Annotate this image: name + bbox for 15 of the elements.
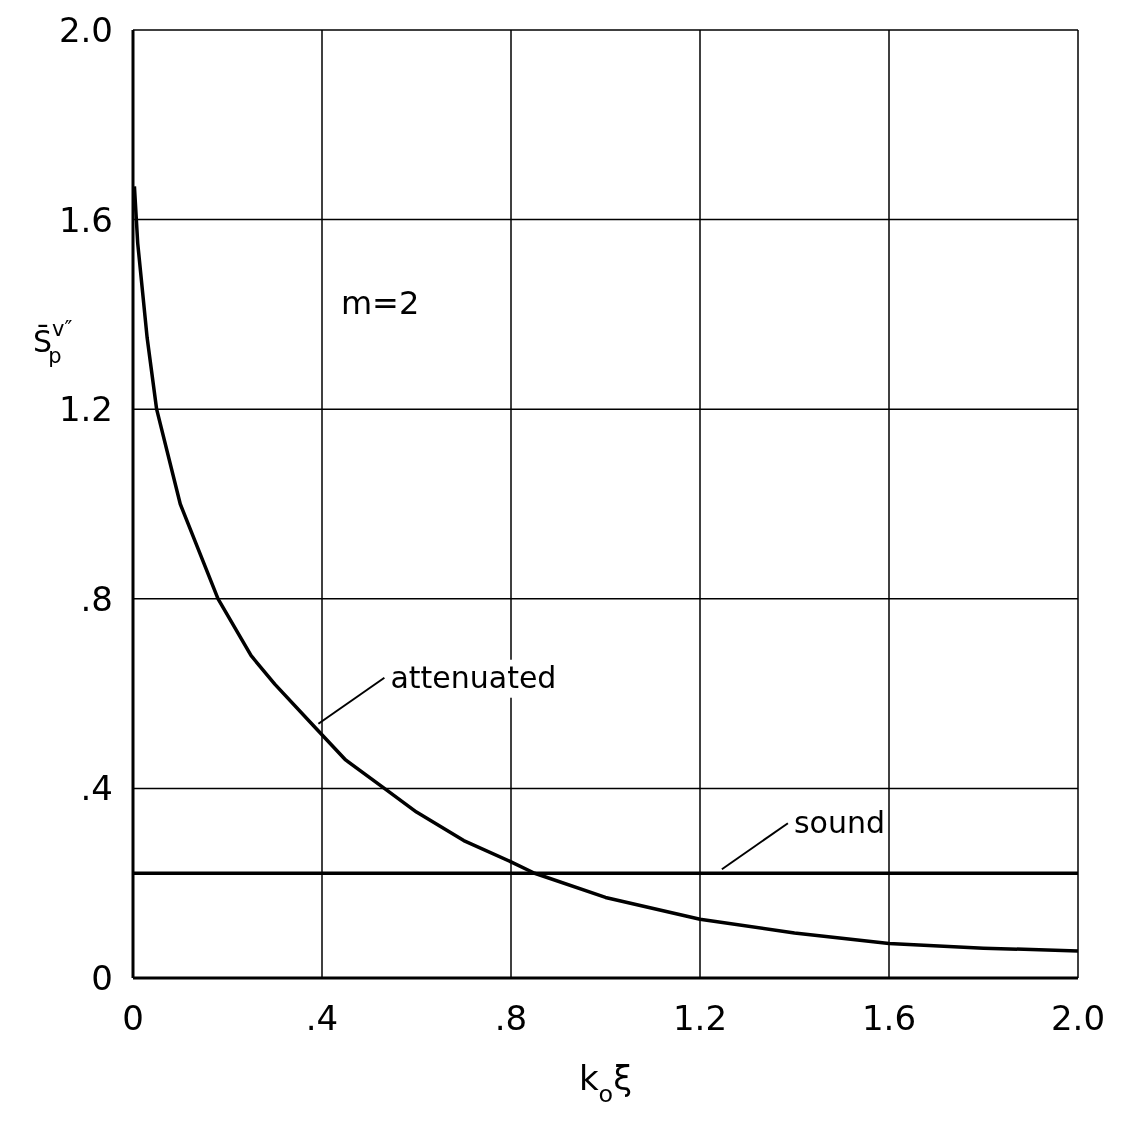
y-tick-label: 0 <box>91 958 113 998</box>
y-tick-label: .8 <box>80 578 113 619</box>
y-tick-label: 1.6 <box>58 199 113 240</box>
y-tick-label: 2.0 <box>58 10 113 50</box>
y-tick-label: .4 <box>80 768 113 809</box>
x-tick-label: .8 <box>494 998 528 1038</box>
x-tick-label: 2.0 <box>1050 998 1106 1038</box>
annotation: m=2 <box>340 284 420 323</box>
y-tick-label: 1.2 <box>58 389 113 430</box>
x-tick-label: 1.6 <box>861 998 917 1038</box>
series-label: sound <box>793 805 885 841</box>
x-tick-label: .4 <box>305 998 339 1038</box>
x-tick-label: 1.2 <box>672 998 728 1038</box>
x-tick-label: 0 <box>122 998 144 1038</box>
text: attenuated <box>390 659 557 695</box>
